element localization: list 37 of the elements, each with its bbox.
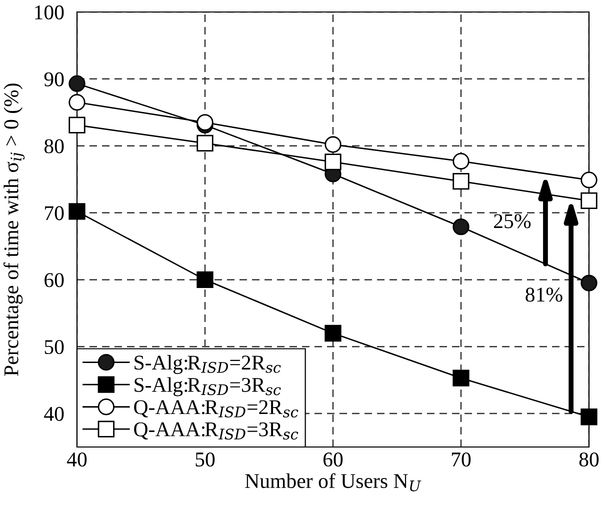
y-tick-label: 80 (44, 139, 64, 154)
point (68, 75, 86, 92)
point (580, 274, 598, 292)
legend-label: Q-AAA:R$_{ISD}$=3R$_{sc}$ (134, 422, 298, 440)
legend-label: S-Alg:R$_{ISD}$=2R$_{sc}$ (134, 355, 281, 374)
point (452, 370, 470, 386)
annotation: 25% (494, 214, 531, 228)
x-axis-title: Number of Users N$_{U}$ (245, 473, 422, 492)
x-tick-label: 70 (452, 452, 471, 467)
y-tick-label: 40 (44, 406, 64, 421)
point (68, 116, 86, 134)
x-tick-label: 60 (323, 452, 343, 467)
x-tick-label: 50 (196, 452, 215, 467)
point (580, 408, 598, 426)
y-tick-label: 100 (35, 5, 64, 20)
point (452, 152, 470, 170)
y-axis-title: Percentage of time with σ$_{ij}$ > 0 (%) (3, 84, 25, 376)
point (196, 134, 214, 152)
point (580, 192, 598, 210)
x-tick-label: 80 (579, 452, 599, 467)
legend-label: Q-AAA:R$_{ISD}$=2R$_{sc}$ (134, 400, 298, 418)
point (68, 203, 86, 220)
y-tick-label: 50 (44, 340, 64, 354)
point (68, 94, 86, 111)
point (452, 218, 470, 236)
point (324, 136, 342, 153)
legend-label: S-Alg:R$_{ISD}$=3R$_{sc}$ (134, 377, 281, 396)
point (324, 324, 342, 342)
x-tick-label: 40 (66, 452, 87, 467)
y-tick-label: 90 (44, 72, 64, 86)
point (324, 154, 342, 170)
point (580, 172, 598, 188)
y-tick-label: 60 (44, 273, 64, 288)
point (452, 172, 470, 190)
annotation: 81% (526, 288, 562, 302)
y-tick-label: 70 (45, 206, 64, 220)
point (196, 271, 214, 288)
